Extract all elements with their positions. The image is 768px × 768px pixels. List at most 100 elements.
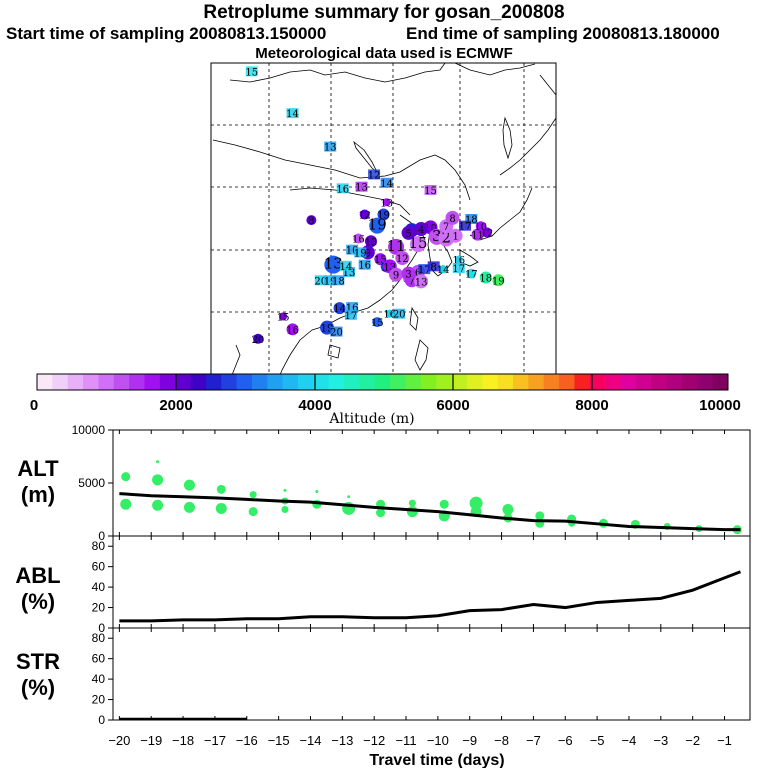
colorbar-cell [98,374,115,390]
plume-marker-label: 12 [396,254,409,265]
alt-scatter-point [469,496,483,510]
colorbar-cell [620,374,637,390]
plume-marker-dot [372,317,383,328]
plume-marker-swatch [368,169,381,180]
plume-marker-label: 18 [465,215,478,226]
x-tick-label: −17 [204,733,226,748]
plume-marker-dot [306,215,317,226]
colorbar-cell [528,374,545,390]
colorbar-cell [313,374,330,390]
plume-marker-swatch [459,220,472,231]
x-tick-label: −12 [363,733,385,748]
alt-scatter-point [502,504,514,515]
plume-marker-dot [448,228,463,243]
colorbar-cell [666,374,683,390]
colorbar-cell [374,374,391,390]
y-tick-label: 40 [92,672,106,686]
colorbar-cell [543,374,560,390]
x-tick-label: −2 [685,733,700,748]
plume-marker-label: 12 [358,211,371,222]
plume-marker-dot [479,271,492,284]
plume-marker-label: 14 [339,262,352,273]
plume-marker-label: 16 [286,325,299,336]
colorbar-cell [236,374,253,390]
y-tick-label: 0 [98,713,105,727]
colorbar-cell [574,374,591,390]
plume-marker-swatch [339,260,352,271]
plume-marker-label: 19 [377,211,390,222]
plume-marker-dot [414,222,429,237]
plume-marker-dot [286,323,299,336]
x-tick-label: −19 [140,733,162,748]
met-data-label: Meteorological data used is ECMWF [255,45,513,62]
plume-marker-swatch [427,261,440,272]
colorbar-cell [359,374,376,390]
plume-marker-swatch [346,244,359,255]
alt-scatter-point [376,508,386,518]
alt-scatter-point [248,507,258,517]
alt-median-line [119,492,741,532]
colorbar-cell [190,374,207,390]
plume-marker-label: 8 [449,214,455,225]
colorbar-cell [344,374,360,390]
plume-marker-dot [388,238,405,255]
plume-marker-label: 16 [352,235,365,246]
x-tick-label: −1 [717,733,732,748]
plume-marker-label: 13 [355,183,368,194]
str-panel-title: STR [16,649,60,674]
plume-marker-label: 17 [418,265,431,276]
colorbar [36,373,729,391]
start-time-label: Start time of sampling 20080813.150000 [6,24,327,43]
plume-marker-label: 16 [346,303,359,314]
plume-marker-label: 18 [332,276,345,287]
x-tick-label: −4 [622,733,637,748]
colorbar-cell [37,374,53,390]
alt-scatter-point [408,499,416,507]
plume-marker-dot [353,233,364,244]
plume-marker-label: 2 [441,229,451,247]
x-tick-label: −7 [526,733,541,748]
plume-marker-dot [253,333,264,344]
alt-scatter-point [156,460,160,464]
x-axis-label: Travel time (days) [369,752,504,768]
plume-marker-label: 13 [324,143,337,154]
y-tick-label: 60 [92,652,106,666]
plume-marker-swatch [393,308,406,319]
colorbar-cell [52,374,69,390]
plume-marker-label: 15 [408,234,427,252]
plume-marker-label: 14 [286,109,299,120]
colorbar-cell [267,374,284,390]
plume-marker-swatch [343,266,355,277]
plume-marker-label: 7 [409,276,415,287]
plume-marker-swatch [465,214,478,224]
plume-marker-label: 16 [336,184,349,195]
x-tick-label: −9 [462,733,477,748]
plume-marker-dot [382,198,391,207]
alt-scatter-point [535,511,545,521]
plume-marker-label: 17 [345,311,358,322]
y-tick-label: 20 [92,693,106,707]
colorbar-cell [405,374,422,390]
panel-frame [112,535,751,629]
x-tick-label: −20 [108,733,130,748]
str-panel-unit: (%) [21,675,55,700]
plume-marker-label: 19 [354,248,367,259]
plume-marker-label: 20 [252,335,265,346]
chart-title: Retroplume summary for gosan_200808 [203,2,565,23]
colorbar-tick-0: 0 [30,397,38,414]
alt-scatter-point [439,499,449,509]
plume-marker-label: 20 [330,328,343,339]
colorbar-cell [205,374,222,390]
alt-scatter-point [152,499,164,511]
plume-marker-label: 15 [245,67,258,78]
plume-marker-label: 7 [443,222,449,233]
panel-frame [112,627,751,721]
map-panel: 1514131214161315131219819139161114151054… [210,62,557,376]
abl-panel: 0 20 40 60 80 [92,535,751,635]
x-tick-label: −6 [558,733,573,748]
y-tick-label: 20 [92,601,106,615]
panel-frame [112,429,751,537]
plume-marker-label: 13 [365,237,378,248]
plume-marker-swatch [314,275,327,286]
plume-marker-swatch [245,66,258,77]
